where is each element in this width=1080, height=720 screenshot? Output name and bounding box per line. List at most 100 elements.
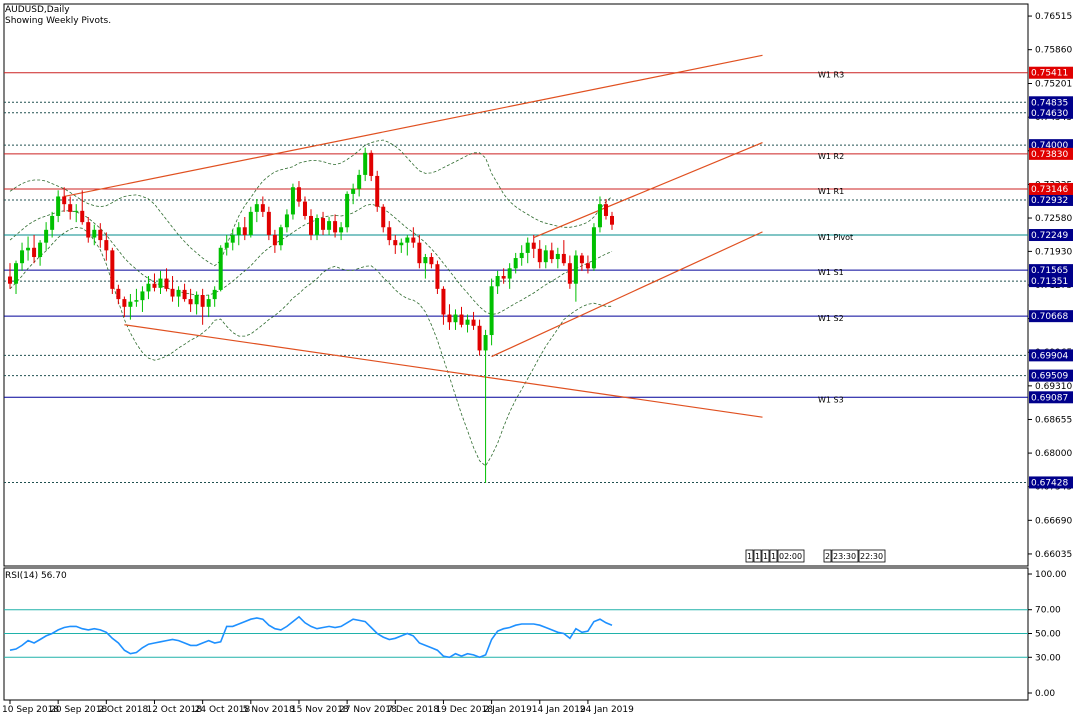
candle-body: [50, 215, 55, 230]
price-tag-label: 0.72932: [1031, 196, 1068, 206]
candle-body: [339, 227, 344, 233]
trend-line: [491, 231, 763, 358]
candle-body: [212, 289, 217, 300]
candle-body: [86, 222, 91, 238]
candle-body: [200, 295, 205, 307]
candle-body: [44, 229, 49, 243]
candle-body: [447, 314, 452, 323]
candle-body: [567, 263, 572, 284]
x-tick-label: 7 Dec 2018: [387, 705, 439, 715]
x-tick-label: 19 Dec 2018: [435, 705, 493, 715]
x-tick-label: 14 Jan 2019: [532, 705, 586, 715]
candle-body: [140, 291, 145, 301]
bollinger-upper-band: [9, 139, 613, 267]
candle-body: [423, 257, 428, 264]
price-tag-bg: [1029, 66, 1073, 79]
time-mark-label: 1: [747, 552, 752, 561]
candle-body: [266, 211, 271, 235]
candle-body: [333, 221, 338, 233]
candle-body: [610, 215, 614, 225]
price-tag-bg: [1029, 264, 1073, 277]
candle-body: [20, 250, 25, 264]
price-tag-label: 0.74630: [1031, 109, 1068, 119]
price-tag-label: 0.69904: [1031, 351, 1068, 361]
candle-body: [26, 247, 31, 251]
candle-body: [56, 196, 61, 216]
time-mark-label: 02:00: [779, 552, 802, 561]
time-mark-box: [858, 549, 886, 563]
price-tag-label: 0.75411: [1031, 69, 1068, 79]
candle-body: [302, 201, 307, 216]
candle-body: [272, 234, 277, 246]
candle-body: [387, 227, 392, 241]
candle-body: [555, 253, 560, 260]
candle-body: [164, 278, 169, 289]
candle-body: [495, 276, 500, 287]
price-tag-bg: [1029, 476, 1073, 489]
pivot-name-label: W1 S3: [818, 395, 844, 404]
candle-body: [158, 278, 163, 288]
candle-body: [278, 227, 283, 246]
candle-body: [194, 295, 199, 305]
candle-body: [543, 250, 548, 263]
candle-body: [573, 255, 578, 284]
candle-body: [519, 252, 524, 259]
price-tag-bg: [1029, 106, 1073, 119]
candle-body: [525, 242, 530, 253]
candle-body: [80, 210, 85, 223]
candle-body: [224, 242, 229, 248]
time-mark-label: 1: [763, 552, 768, 561]
candle-body: [507, 268, 512, 279]
candle-body: [32, 247, 37, 258]
x-tick-label: 2 Oct 2018: [98, 705, 148, 715]
x-tick-label: 12 Oct 2018: [146, 705, 202, 715]
chart-subtitle: Showing Weekly Pivots.: [5, 16, 111, 26]
candle-body: [411, 237, 416, 243]
candle-body: [218, 247, 223, 290]
rsi-title: RSI(14) 56.70: [5, 571, 67, 581]
candle-body: [284, 214, 289, 228]
time-mark-box: [823, 549, 832, 563]
trend-line: [64, 54, 763, 198]
candle-body: [471, 319, 476, 326]
price-tag-bg: [1029, 275, 1073, 288]
candle-body: [489, 286, 494, 336]
price-tag-bg: [1029, 310, 1073, 323]
x-tick-label: 2 Jan 2019: [484, 705, 532, 715]
candle-body: [206, 299, 211, 307]
candle-body: [182, 289, 187, 300]
candle-body: [429, 257, 434, 265]
rsi-line: [9, 615, 613, 659]
time-mark-box: [777, 549, 805, 563]
candle-body: [290, 187, 295, 215]
candle-body: [152, 283, 157, 288]
pivot-name-label: W1 S1: [818, 268, 844, 277]
x-tick-label: 15 Nov 2018: [291, 705, 349, 715]
candle-body: [248, 211, 253, 235]
rsi-tick-label: 30.00: [1035, 653, 1061, 663]
candle-body: [321, 218, 326, 230]
candle-body: [8, 276, 12, 284]
candle-body: [14, 263, 19, 284]
price-tag-label: 0.73146: [1031, 185, 1068, 195]
candle-body: [375, 175, 380, 207]
price-tag-label: 0.69087: [1031, 393, 1068, 403]
y-tick-label: 0.68655: [1035, 415, 1072, 425]
candle-body: [309, 215, 313, 235]
candle-body: [441, 288, 446, 315]
candle-body: [315, 218, 320, 235]
price-tag-bg: [1029, 369, 1073, 382]
candle-body: [122, 299, 127, 307]
y-tick-label: 0.75201: [1035, 80, 1072, 90]
rsi-tick-label: 100.00: [1035, 570, 1067, 580]
chart-title: AUDUSD,Daily: [5, 5, 70, 15]
y-tick-label: 0.66690: [1035, 516, 1072, 526]
candle-body: [405, 237, 410, 243]
y-tick-label: 0.69310: [1035, 382, 1072, 392]
candle-body: [381, 206, 386, 228]
candle-body: [98, 229, 103, 241]
candle-body: [128, 301, 133, 307]
candle-body: [345, 193, 350, 228]
